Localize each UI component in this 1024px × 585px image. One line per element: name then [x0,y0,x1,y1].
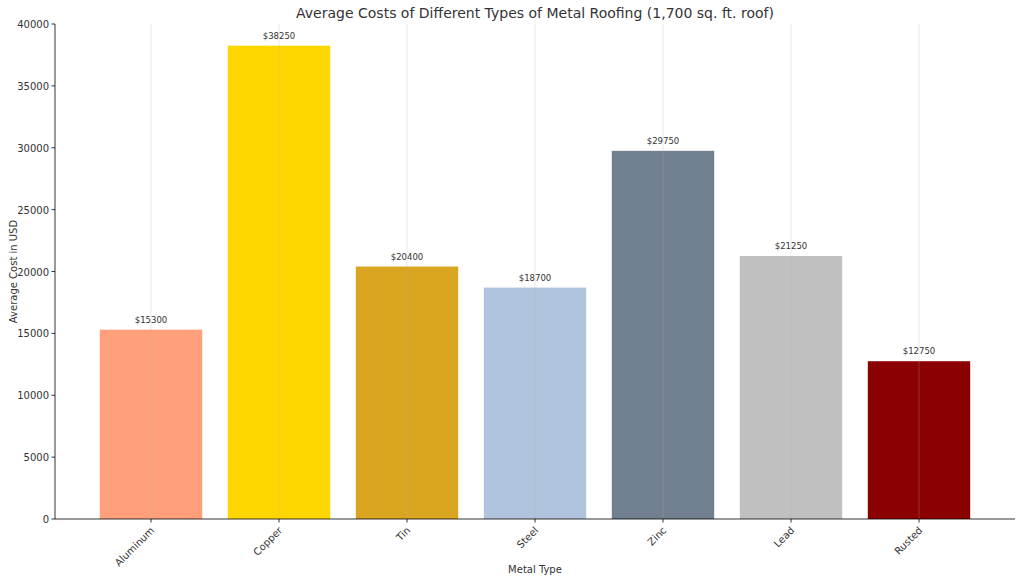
x-tick-label: Tin [393,525,412,544]
data-label: $21250 [775,241,807,251]
data-label: $29750 [647,136,679,146]
x-tick [791,519,792,523]
y-tick [52,519,56,520]
chart-container: Average Costs of Different Types of Meta… [0,0,1024,585]
grid-line [279,24,280,519]
grid-line [663,24,664,519]
y-tick [52,85,56,86]
grid-line [151,24,152,519]
y-tick [52,209,56,210]
y-tick [52,147,56,148]
x-tick-label: Copper [251,524,285,558]
grid-line [791,24,792,519]
x-tick [279,519,280,523]
data-label: $20400 [391,252,423,262]
x-tick-label: Rusted [892,525,924,557]
data-label: $38250 [263,31,295,41]
y-tick-label: 10000 [17,390,49,401]
y-axis-label: Average Cost in USD [8,220,19,324]
data-label: $15300 [135,315,167,325]
data-label: $18700 [519,273,551,283]
y-tick [52,24,56,25]
y-tick-label: 35000 [17,81,49,92]
x-tick [151,519,152,523]
y-tick [52,271,56,272]
y-tick-label: 0 [43,514,49,525]
y-tick-label: 15000 [17,328,49,339]
y-tick-label: 20000 [17,267,49,278]
y-tick [52,333,56,334]
grid-line [407,24,408,519]
x-tick [407,519,408,523]
y-tick-label: 40000 [17,19,49,30]
y-tick-label: 25000 [17,205,49,216]
y-tick [52,395,56,396]
x-tick [663,519,664,523]
y-tick [52,457,56,458]
chart-svg: Average Costs of Different Types of Meta… [0,0,1024,585]
y-tick-label: 5000 [24,452,49,463]
x-tick-label: Zinc [645,525,668,548]
grid [151,24,919,519]
data-label: $12750 [903,346,935,356]
grid-line [535,24,536,519]
chart-title: Average Costs of Different Types of Meta… [296,5,774,21]
x-tick-label: Steel [515,525,541,551]
x-tick [919,519,920,523]
x-tick-label: Aluminum [113,525,157,569]
x-axis-label: Metal Type [508,564,562,575]
x-tick [535,519,536,523]
y-tick-label: 30000 [17,143,49,154]
grid-line [919,24,920,519]
x-tick-label: Lead [772,525,797,550]
